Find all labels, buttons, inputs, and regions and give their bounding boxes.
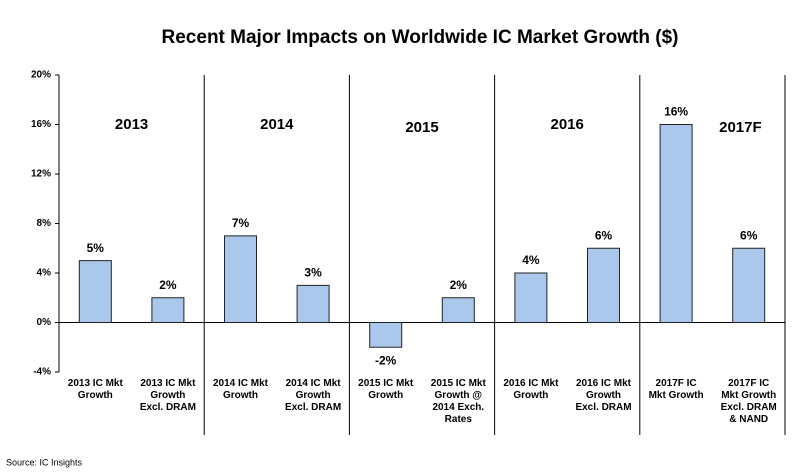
x-tick-label: 2014 IC Mkt Growth Excl. DRAM: [285, 378, 341, 413]
x-tick-label: 2014 IC Mkt Growth: [213, 378, 269, 401]
bar: [441, 297, 475, 323]
bar: [151, 297, 185, 323]
y-tick-label: 12%: [31, 169, 51, 180]
y-tick-label: 8%: [37, 218, 52, 229]
x-tick-label: 2015 IC Mkt Growth @2014 Exch. Rates: [431, 378, 487, 425]
bar: [78, 260, 112, 323]
y-tick-label: 16%: [31, 119, 51, 130]
group-label: 2016: [551, 116, 584, 133]
group-label: 2013: [115, 116, 148, 133]
y-tick-label: 0%: [37, 317, 52, 328]
group-label: 2015: [405, 119, 438, 136]
value-label: 3%: [304, 266, 322, 280]
x-tick-label: 2013 IC Mkt Growth: [68, 378, 124, 401]
y-tick-label: 20%: [31, 70, 51, 81]
value-label: 4%: [522, 253, 540, 267]
x-tick-label: 2016 IC Mkt Growth Excl. DRAM: [575, 378, 631, 413]
bar: [514, 272, 548, 323]
bar: [369, 322, 403, 348]
source: Source: IC Insights: [6, 457, 83, 467]
y-tick-label: 4%: [37, 268, 52, 279]
bar: [659, 124, 693, 323]
value-label: 2%: [159, 278, 177, 292]
x-tick-label: 2017F IC Mkt Growth Excl. DRAM & NAND: [721, 378, 777, 425]
y-tick-label: -4%: [33, 367, 51, 378]
bar: [296, 284, 330, 323]
bar: [732, 247, 766, 323]
value-label: 16%: [664, 105, 688, 119]
x-tick-label: 2015 IC Mkt Growth: [358, 378, 414, 401]
value-label: 6%: [740, 228, 758, 242]
x-tick-label: 2013 IC Mkt Growth Excl. DRAM: [140, 378, 196, 413]
value-label: -2%: [375, 353, 397, 367]
group-label: 2014: [260, 116, 294, 133]
value-label: 2%: [450, 278, 468, 292]
bar: [224, 235, 257, 323]
x-tick-label: 2017F IC Mkt Growth: [649, 378, 704, 401]
value-label: 7%: [232, 216, 250, 230]
group-label: 2017F: [719, 119, 762, 136]
x-tick-label: 2016 IC Mkt Growth: [503, 378, 559, 401]
value-label: 5%: [87, 241, 105, 255]
bar: [587, 247, 620, 323]
value-label: 6%: [595, 228, 613, 242]
chart-title: Recent Major Impacts on Worldwide IC Mar…: [162, 27, 679, 48]
